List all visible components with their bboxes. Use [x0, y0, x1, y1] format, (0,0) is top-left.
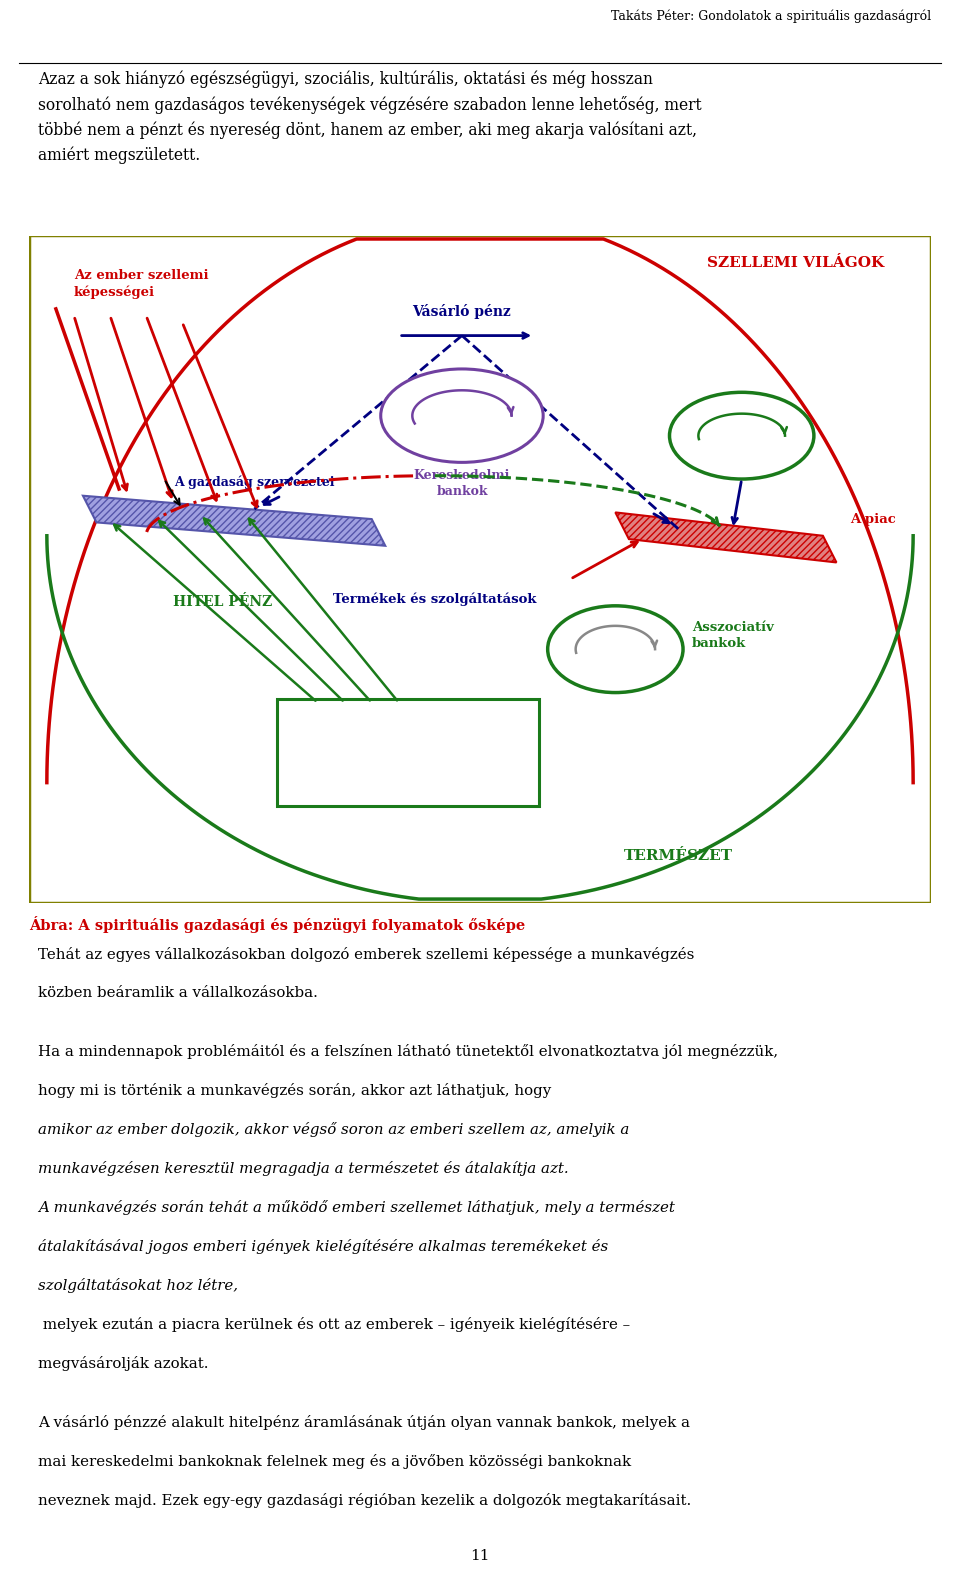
- Text: Termékek és szolgáltatások: Termékek és szolgáltatások: [333, 592, 537, 606]
- Text: Asszociatív
bankok: Asszociatív bankok: [692, 622, 774, 650]
- Text: neveznek majd. Ezek egy-egy gazdasági régióban kezelik a dolgozók megtakarításai: neveznek majd. Ezek egy-egy gazdasági ré…: [38, 1493, 691, 1507]
- Text: melyek ezután a piacra kerülnek és ott az emberek – igényeik kielégítésére –: melyek ezután a piacra kerülnek és ott a…: [38, 1317, 631, 1333]
- Text: közben beáramlik a vállalkozásokba.: közben beáramlik a vállalkozásokba.: [38, 986, 319, 1000]
- Text: Az ember szellemi
képességei: Az ember szellemi képességei: [74, 268, 208, 298]
- Text: A gazdaság szervezetei: A gazdaság szervezetei: [174, 476, 335, 488]
- Ellipse shape: [669, 392, 814, 479]
- Text: HITEL PÉNZ: HITEL PÉNZ: [173, 595, 273, 609]
- Text: Központi bank -
Pénzkibocsátás: Központi bank - Pénzkibocsátás: [349, 738, 467, 768]
- Text: mai kereskedelmi bankoknak felelnek meg és a jövőben közösségi bankoknak: mai kereskedelmi bankoknak felelnek meg …: [38, 1454, 632, 1468]
- Text: 11: 11: [470, 1550, 490, 1562]
- Text: A piac: A piac: [850, 512, 896, 526]
- Text: Az állam: Az állam: [711, 429, 772, 443]
- Text: TERMÉSZET: TERMÉSZET: [624, 849, 733, 864]
- Text: amikor az ember dolgozik, akkor végső soron az emberi szellem az, amelyik a: amikor az ember dolgozik, akkor végső so…: [38, 1123, 630, 1137]
- Text: A munkavégzés során tehát a működő emberi szellemet láthatjuk, mely a természet: A munkavégzés során tehát a működő ember…: [38, 1199, 675, 1215]
- FancyBboxPatch shape: [277, 699, 539, 805]
- Text: Ha a mindennapok problémáitól és a felszínen látható tünetektől elvonatkoztatva : Ha a mindennapok problémáitól és a felsz…: [38, 1044, 779, 1060]
- Text: Ábra: A spirituális gazdasági és pénzügyi folyamatok ősképe: Ábra: A spirituális gazdasági és pénzügy…: [29, 917, 525, 933]
- Text: átalakításával jogos emberi igények kielégítésére alkalmas teremékeket és: átalakításával jogos emberi igények kiel…: [38, 1239, 609, 1254]
- Text: Vásárló pénz: Vásárló pénz: [413, 305, 512, 319]
- Text: Tehát az egyes vállalkozásokban dolgozó emberek szellemi képessége a munkavégzés: Tehát az egyes vállalkozásokban dolgozó …: [38, 947, 695, 962]
- Text: Kereskedelmi
bankok: Kereskedelmi bankok: [414, 469, 510, 498]
- Polygon shape: [615, 512, 836, 562]
- Ellipse shape: [547, 606, 683, 692]
- Text: Azaz a sok hiányzó egészségügyi, szociális, kultúrális, oktatási és még hosszan
: Azaz a sok hiányzó egészségügyi, szociál…: [38, 71, 702, 163]
- Text: A vásárló pénzzé alakult hitelpénz áramlásának útján olyan vannak bankok, melyek: A vásárló pénzzé alakult hitelpénz áraml…: [38, 1415, 690, 1430]
- Text: szolgáltatásokat hoz létre,: szolgáltatásokat hoz létre,: [38, 1278, 238, 1294]
- Text: megvásárolják azokat.: megvásárolják azokat.: [38, 1356, 209, 1371]
- Text: munkavégzésen keresztül megragadja a természetet és átalakítja azt.: munkavégzésen keresztül megragadja a ter…: [38, 1162, 569, 1176]
- Polygon shape: [83, 496, 385, 546]
- Text: SZELLEMI VILÁGOK: SZELLEMI VILÁGOK: [708, 256, 884, 270]
- Ellipse shape: [381, 369, 543, 463]
- Text: Takáts Péter: Gondolatok a spirituális gazdaságról: Takáts Péter: Gondolatok a spirituális g…: [612, 9, 931, 24]
- Text: hogy mi is történik a munkavégzés során, akkor azt láthatjuk, hogy: hogy mi is történik a munkavégzés során,…: [38, 1083, 557, 1097]
